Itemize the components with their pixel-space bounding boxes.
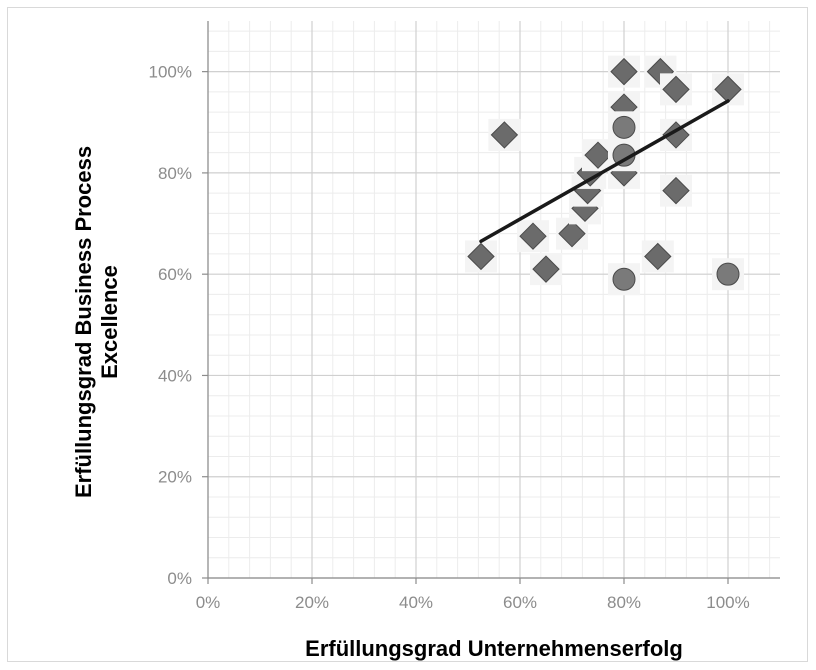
axes: [202, 21, 780, 584]
y-tick-label: 60%: [158, 265, 192, 284]
y-tick-label: 20%: [158, 468, 192, 487]
y-axis-title-line1: Erfüllungsgrad Business Process: [71, 146, 96, 498]
trendline-layer: [479, 99, 730, 244]
trendline: [479, 99, 730, 244]
x-tick-label: 60%: [503, 593, 537, 612]
diamond-point: [558, 219, 586, 248]
diamond-point: [490, 121, 519, 149]
grid: [207, 21, 780, 579]
y-tick-label: 0%: [167, 569, 192, 588]
diamond-point: [644, 242, 672, 271]
y-axis-title: Erfüllungsgrad Business Process Excellen…: [71, 146, 122, 498]
x-tick-label: 100%: [706, 593, 749, 612]
circle-point: [612, 115, 636, 139]
circle-point: [716, 262, 740, 286]
y-axis-title-line2: Excellence: [97, 265, 122, 379]
tick-labels: 0% 20% 40% 60% 80% 100% 0% 20% 40% 60% 80% 100%: [149, 63, 750, 612]
diamond-point: [662, 75, 690, 104]
x-tick-label: 40%: [399, 593, 433, 612]
x-tick-label: 80%: [607, 593, 641, 612]
y-tick-label: 80%: [158, 164, 192, 183]
diamond-point: [584, 141, 612, 169]
diamond-point: [610, 57, 638, 86]
diamond-point: [662, 176, 690, 205]
x-axis-title: Erfüllungsgrad Unternehmenserfolg: [305, 636, 683, 661]
x-tick-label: 20%: [295, 593, 329, 612]
diamond-point: [467, 242, 495, 271]
diamond-point: [519, 222, 547, 250]
y-tick-label: 100%: [149, 63, 192, 82]
x-tick-label: 0%: [196, 593, 221, 612]
circle-point: [612, 267, 636, 291]
diamond-point: [532, 255, 560, 283]
y-tick-label: 40%: [158, 366, 192, 385]
